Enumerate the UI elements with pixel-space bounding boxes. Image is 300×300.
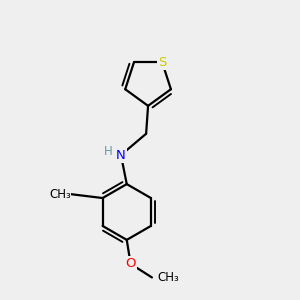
Text: O: O: [125, 257, 136, 270]
Text: H: H: [104, 146, 113, 158]
Text: N: N: [116, 148, 126, 161]
Text: CH₃: CH₃: [158, 271, 179, 284]
Text: S: S: [158, 56, 166, 69]
Text: CH₃: CH₃: [49, 188, 71, 201]
